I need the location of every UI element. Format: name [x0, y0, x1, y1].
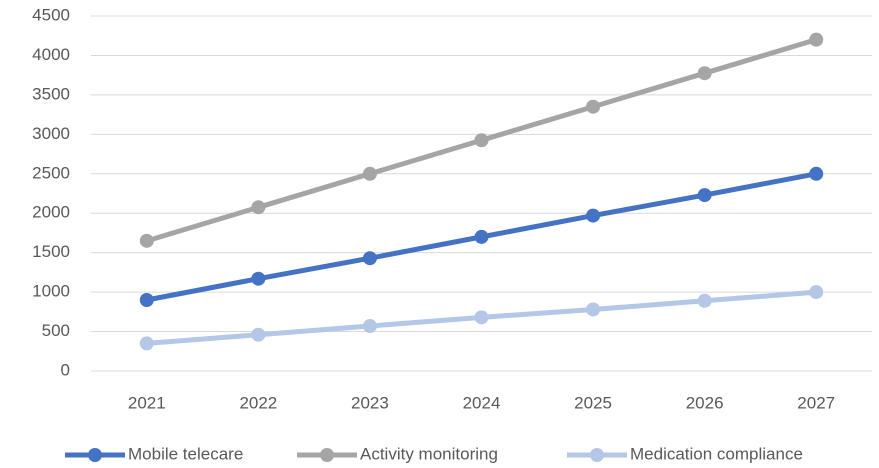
legend-label: Medication compliance — [630, 444, 803, 463]
y-tick-label: 2000 — [32, 203, 70, 222]
data-point — [251, 271, 266, 286]
y-tick-label: 0 — [61, 360, 70, 379]
data-point — [697, 188, 712, 203]
data-point — [139, 293, 154, 307]
data-point — [586, 99, 601, 114]
data-point — [139, 233, 154, 248]
x-tick-label: 2024 — [463, 393, 501, 412]
data-point — [251, 200, 266, 215]
data-point — [586, 208, 601, 223]
x-tick-label: 2021 — [128, 393, 166, 412]
y-tick-label: 3000 — [32, 124, 70, 143]
data-point — [697, 293, 712, 308]
data-point — [362, 166, 377, 181]
data-point — [474, 229, 489, 244]
legend-marker — [320, 448, 334, 462]
data-point — [474, 310, 489, 325]
y-tick-label: 500 — [42, 321, 70, 340]
x-tick-label: 2022 — [239, 393, 277, 412]
legend-marker — [88, 448, 102, 462]
y-tick-label: 4000 — [32, 45, 70, 64]
legend-label: Activity monitoring — [360, 444, 498, 463]
y-tick-label: 1500 — [32, 242, 70, 261]
y-tick-label: 2500 — [32, 163, 70, 182]
data-point — [697, 66, 712, 81]
x-tick-label: 2026 — [686, 393, 724, 412]
data-point — [809, 32, 824, 47]
legend-marker — [590, 448, 604, 462]
data-point — [251, 327, 266, 342]
data-point — [362, 251, 377, 266]
x-tick-label: 2023 — [351, 393, 389, 412]
data-point — [474, 133, 489, 148]
x-tick-label: 2025 — [574, 393, 612, 412]
legend-label: Mobile telecare — [128, 444, 243, 463]
data-point — [362, 319, 377, 334]
data-point — [809, 166, 824, 181]
data-point — [586, 302, 601, 317]
y-tick-label: 3500 — [32, 84, 70, 103]
y-tick-label: 4500 — [32, 5, 70, 24]
x-tick-label: 2027 — [797, 393, 835, 412]
y-tick-label: 1000 — [32, 282, 70, 301]
data-point — [809, 285, 824, 300]
data-point — [139, 336, 154, 351]
